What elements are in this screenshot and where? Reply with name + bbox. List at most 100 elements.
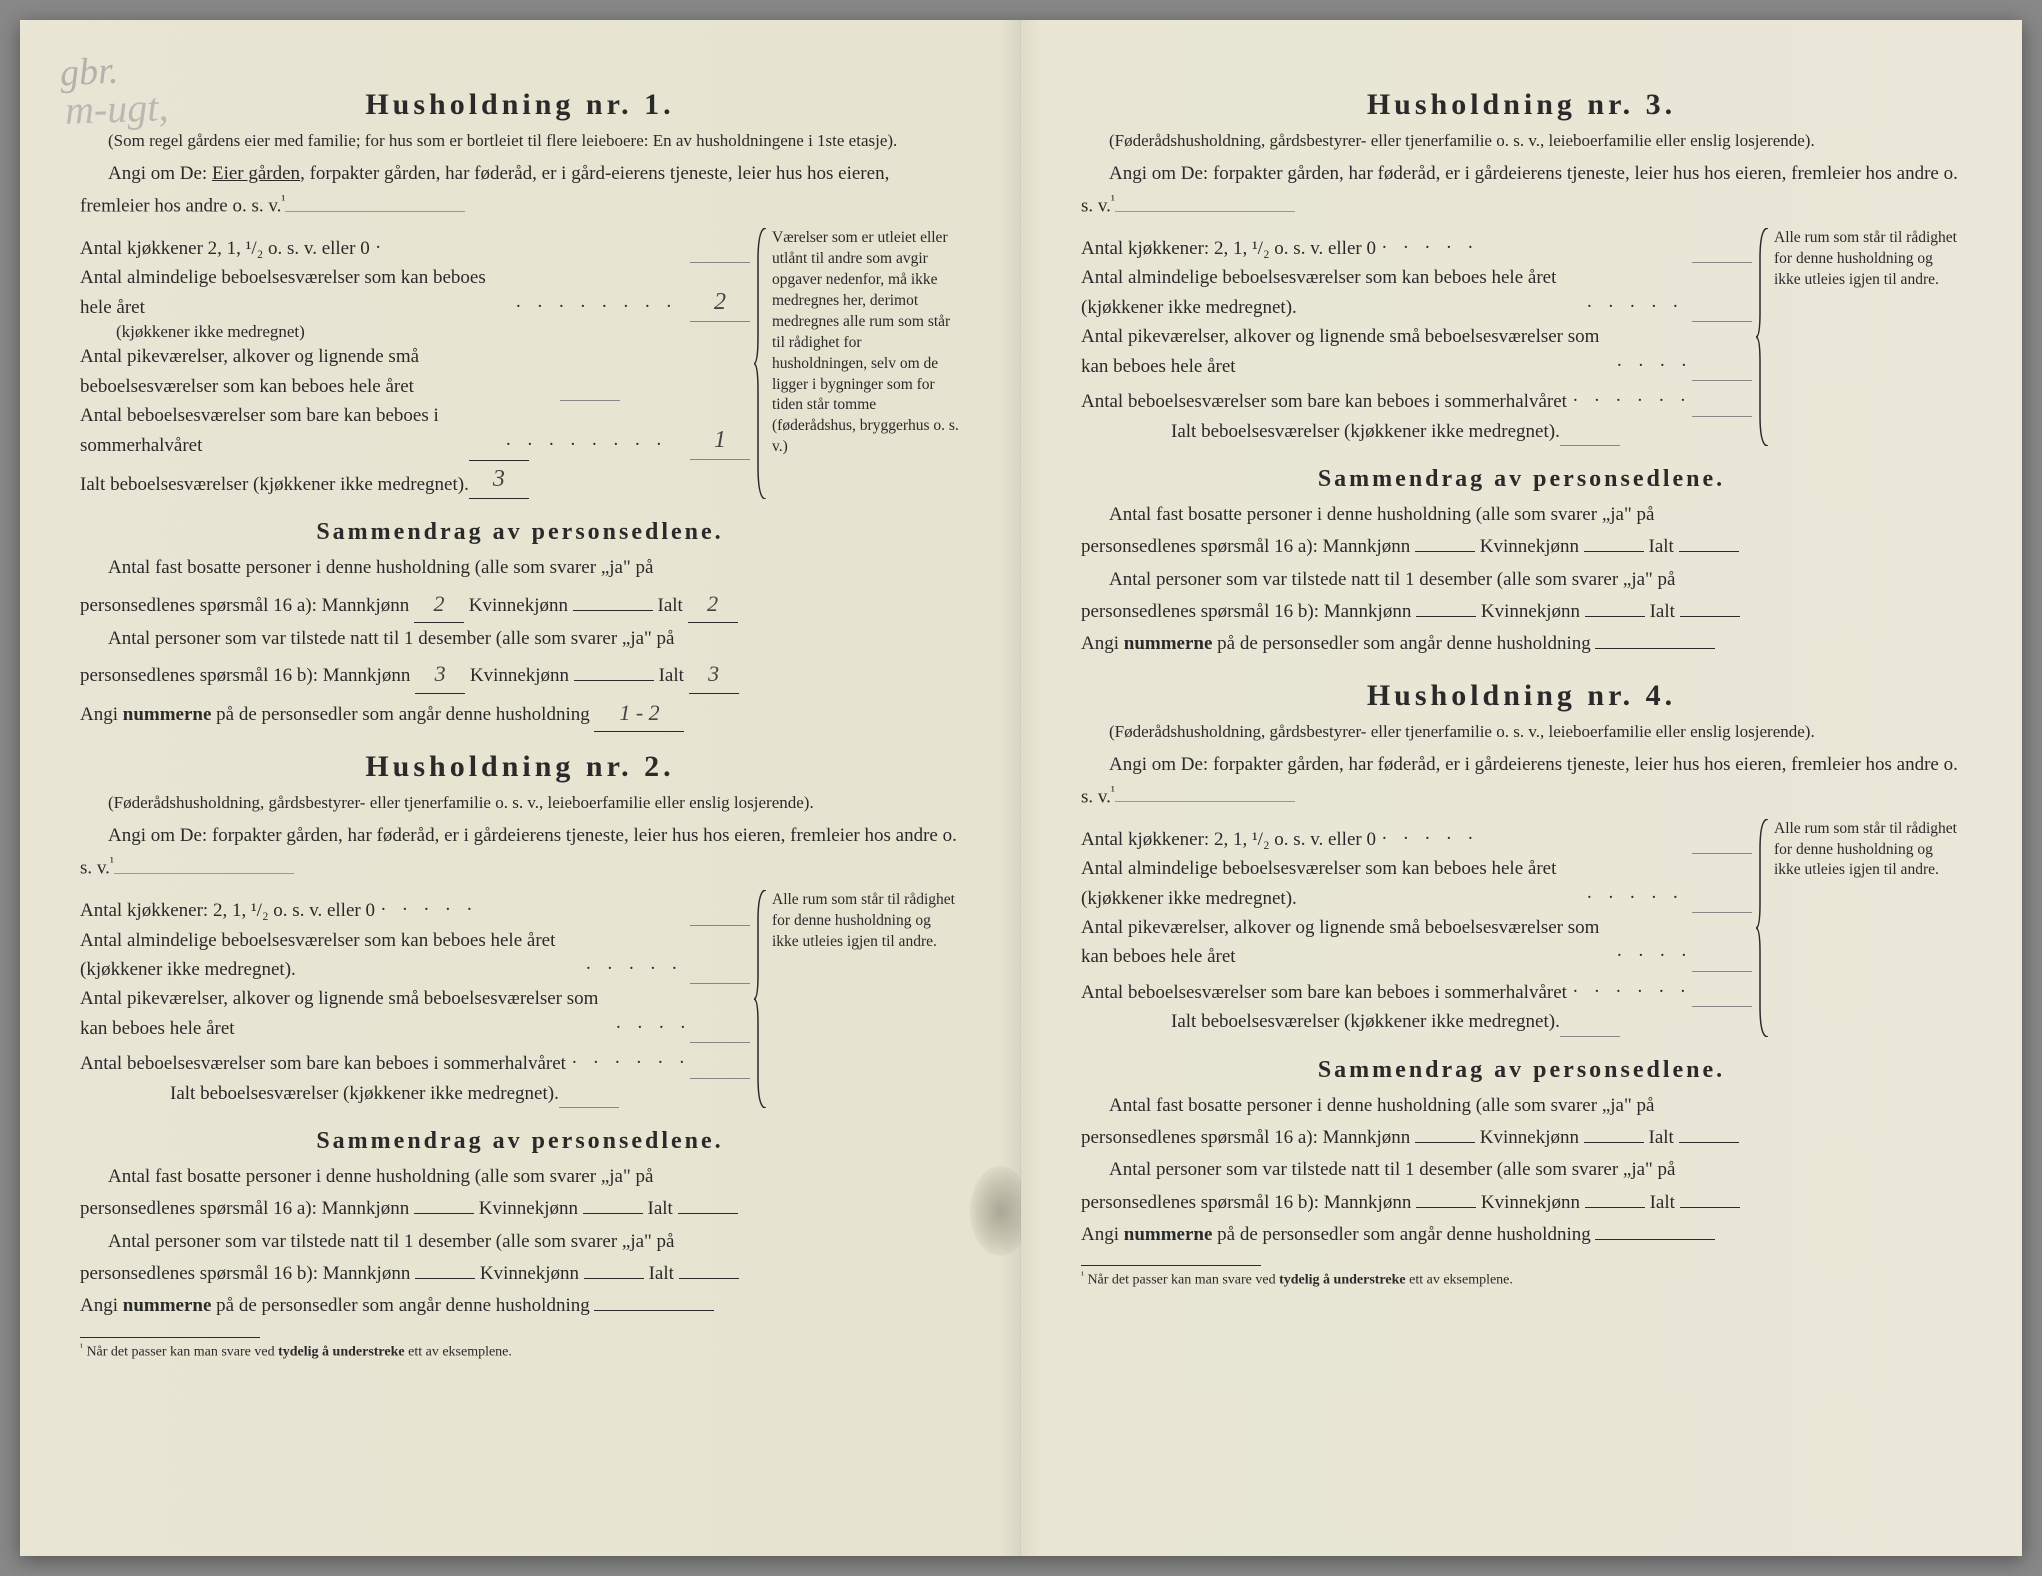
q-kjokkener-label-3: Antal kjøkkener: 2, 1, ¹/₂ o. s. v. elle… — [1081, 234, 1376, 263]
angi-underlined: Eier gården — [212, 163, 300, 184]
q-almindelige-1: Antal almindelige beboelsesværelser som … — [80, 263, 750, 322]
section-2-angi: Angi om De: forpakter gården, har føderå… — [80, 821, 960, 884]
q-kjokkener-ans — [690, 262, 750, 263]
samm1-kvinne-b — [574, 680, 654, 681]
q-almindelige-ans-3 — [1692, 321, 1752, 322]
page-left: gbr. m-ugt, Husholdning nr. 1. (Som rege… — [20, 20, 1021, 1556]
fn-text-r: Når det passer kan man svare ved tydelig… — [1087, 1273, 1512, 1288]
fn-text-l: Når det passer kan man svare ved tydelig… — [86, 1344, 511, 1359]
section-1-main-col: Antal kjøkkener 2, 1, ¹/₂ o. s. v. eller… — [80, 228, 750, 499]
q-kjokkener-1: Antal kjøkkener 2, 1, ¹/₂ o. s. v. eller… — [80, 228, 750, 263]
q-sommer-ans-2 — [690, 1078, 750, 1079]
q-ialt-ans-2 — [559, 1107, 619, 1108]
samm2-kvinne-b — [584, 1278, 644, 1279]
dots: . . . . . — [381, 890, 684, 920]
footnote-ref-2: ¹ — [110, 854, 114, 869]
num-ans-2 — [594, 1310, 714, 1311]
section-4-questions: Antal kjøkkener: 2, 1, ¹/₂ o. s. v. elle… — [1081, 819, 1962, 1037]
q-sommer-label-3: Antal beboelsesværelser som bare kan beb… — [1081, 387, 1567, 416]
q-kjokkener-2: Antal kjøkkener: 2, 1, ¹/₂ o. s. v. elle… — [80, 890, 750, 925]
samm3-ialt-a — [1679, 551, 1739, 552]
samm2-l2b: personsedlenes spørsmål 16 b): Mannkjønn… — [80, 1258, 960, 1290]
section-3-samm-title: Sammendrag av personsedlene. — [1081, 466, 1962, 493]
angi-fill-2 — [114, 873, 294, 874]
dots: . . . . . — [1382, 819, 1686, 849]
samm2-kvinne-a — [583, 1213, 643, 1214]
q-kjokkener-ans-3 — [1692, 262, 1752, 263]
section-4-title: Husholdning nr. 4. — [1081, 679, 1962, 713]
num-bold: nummerne — [123, 704, 212, 725]
samm1-l1b: personsedlenes spørsmål 16 a): Mannkjønn… — [80, 585, 960, 623]
samm2-16b: personsedlenes spørsmål 16 b): Mannkjønn — [80, 1263, 410, 1284]
q-sommer-label-2: Antal beboelsesværelser som bare kan beb… — [80, 1049, 566, 1078]
q-almindelige-label-2: Antal almindelige beboelsesværelser som … — [80, 926, 580, 985]
samm3-mann-b — [1416, 616, 1476, 617]
angi-4: Angi om De: forpakter gården, har føderå… — [1081, 754, 1958, 808]
q-almindelige-label-3: Antal almindelige beboelsesværelser som … — [1081, 263, 1581, 322]
q-sommer-1: Antal beboelsesværelser som bare kan beb… — [80, 401, 750, 460]
samm2-16a: personsedlenes spørsmål 16 a): Mannkjønn — [80, 1198, 409, 1219]
kvinne-2b: Kvinnekjønn — [480, 1263, 579, 1284]
samm1-l2a: Antal personer som var tilstede natt til… — [80, 623, 960, 655]
kvinne-4b: Kvinnekjønn — [1481, 1192, 1580, 1213]
section-4-samm-title: Sammendrag av personsedlene. — [1081, 1057, 1962, 1084]
q-sommer-4: Antal beboelsesværelser som bare kan beb… — [1081, 972, 1752, 1007]
samm1-nummerne: Angi nummerne på de personsedler som ang… — [80, 694, 960, 732]
samm4-mann-b — [1416, 1207, 1476, 1208]
samm2-ialt-b — [679, 1278, 739, 1279]
dots: . . . . . . . — [616, 1008, 684, 1038]
section-4-main-col: Antal kjøkkener: 2, 1, ¹/₂ o. s. v. elle… — [1081, 819, 1752, 1037]
q-almindelige-4: Antal almindelige beboelsesværelser som … — [1081, 854, 1752, 913]
q-almindelige-3: Antal almindelige beboelsesværelser som … — [1081, 263, 1752, 322]
q-sommer-ans-4 — [1692, 1006, 1752, 1007]
footnote-left: ¹ Når det passer kan man svare ved tydel… — [80, 1342, 960, 1361]
section-3-main-col: Antal kjøkkener: 2, 1, ¹/₂ o. s. v. elle… — [1081, 228, 1752, 446]
samm1-kvinne-a — [573, 610, 653, 611]
ialt-4a: Ialt — [1649, 1127, 1674, 1148]
samm3-l1b: personsedlenes spørsmål 16 a): Mannkjønn… — [1081, 531, 1962, 563]
document-spread: gbr. m-ugt, Husholdning nr. 1. (Som rege… — [20, 20, 2022, 1556]
samm1-l1a: Antal fast bosatte personer i denne hush… — [80, 552, 960, 584]
section-3-title: Husholdning nr. 3. — [1081, 88, 1962, 122]
num-pre-4: Angi — [1081, 1224, 1124, 1245]
section-3-sidenote: Alle rum som står til rådighet for denne… — [1762, 228, 1962, 446]
q-pike-label: Antal pikeværelser, alkover og lignende … — [80, 342, 560, 401]
section-4-sidenote: Alle rum som står til rådighet for denne… — [1762, 819, 1962, 1037]
q-sommer-ans: 1 — [690, 422, 750, 460]
samm1-l2b: personsedlenes spørsmål 16 b): Mannkjønn… — [80, 655, 960, 693]
section-3-paren: (Føderådshusholdning, gårdsbestyrer- ell… — [1081, 130, 1962, 153]
brace-icon-4 — [1756, 819, 1770, 1037]
q-ialt-label: Ialt beboelsesværelser (kjøkkener ikke m… — [80, 470, 469, 499]
footnote-right: ¹ Når det passer kan man svare ved tydel… — [1081, 1270, 1962, 1289]
section-2-paren: (Føderådshusholdning, gårdsbestyrer- ell… — [80, 792, 960, 815]
kvinne-3b: Kvinnekjønn — [1481, 601, 1580, 622]
samm1-mann-a: 2 — [414, 585, 464, 623]
num-ans-4 — [1595, 1239, 1715, 1240]
samm1-ialt-b: 3 — [689, 655, 739, 693]
samm4-l2a: Antal personer som var tilstede natt til… — [1081, 1154, 1962, 1186]
angi-3: Angi om De: forpakter gården, har føderå… — [1081, 163, 1958, 217]
q-kjokkener-ans-4 — [1692, 853, 1752, 854]
section-2-main-col: Antal kjøkkener: 2, 1, ¹/₂ o. s. v. elle… — [80, 890, 750, 1108]
q-kjokkener-ans-2 — [690, 925, 750, 926]
ialt-label-b: Ialt — [659, 665, 684, 686]
angi-fill-4 — [1115, 801, 1295, 802]
q-pike-3: Antal pikeværelser, alkover og lignende … — [1081, 322, 1752, 381]
samm3-mann-a — [1415, 551, 1475, 552]
kvinne-label-b: Kvinnekjønn — [470, 665, 569, 686]
samm2-nummerne: Angi nummerne på de personsedler som ang… — [80, 1290, 960, 1322]
brace-icon-2 — [754, 890, 768, 1108]
q-pike-2: Antal pikeværelser, alkover og lignende … — [80, 984, 750, 1043]
q-almindelige-ans-2 — [690, 983, 750, 984]
num-bold-3: nummerne — [1124, 633, 1213, 654]
num-post-2: på de personsedler som angår denne husho… — [211, 1295, 589, 1316]
samm4-kvinne-a — [1584, 1142, 1644, 1143]
page-right: Husholdning nr. 3. (Føderådshusholdning,… — [1021, 20, 2022, 1556]
q-pike-label-3: Antal pikeværelser, alkover og lignende … — [1081, 322, 1611, 381]
angi-fill — [285, 211, 465, 212]
q-almindelige-label-4: Antal almindelige beboelsesværelser som … — [1081, 854, 1581, 913]
q-sommer-label: Antal beboelsesværelser som bare kan beb… — [80, 401, 500, 460]
q-almindelige-2: Antal almindelige beboelsesværelser som … — [80, 926, 750, 985]
fn-marker-r: ¹ — [1081, 1270, 1084, 1281]
section-1-samm-title: Sammendrag av personsedlene. — [80, 519, 960, 546]
